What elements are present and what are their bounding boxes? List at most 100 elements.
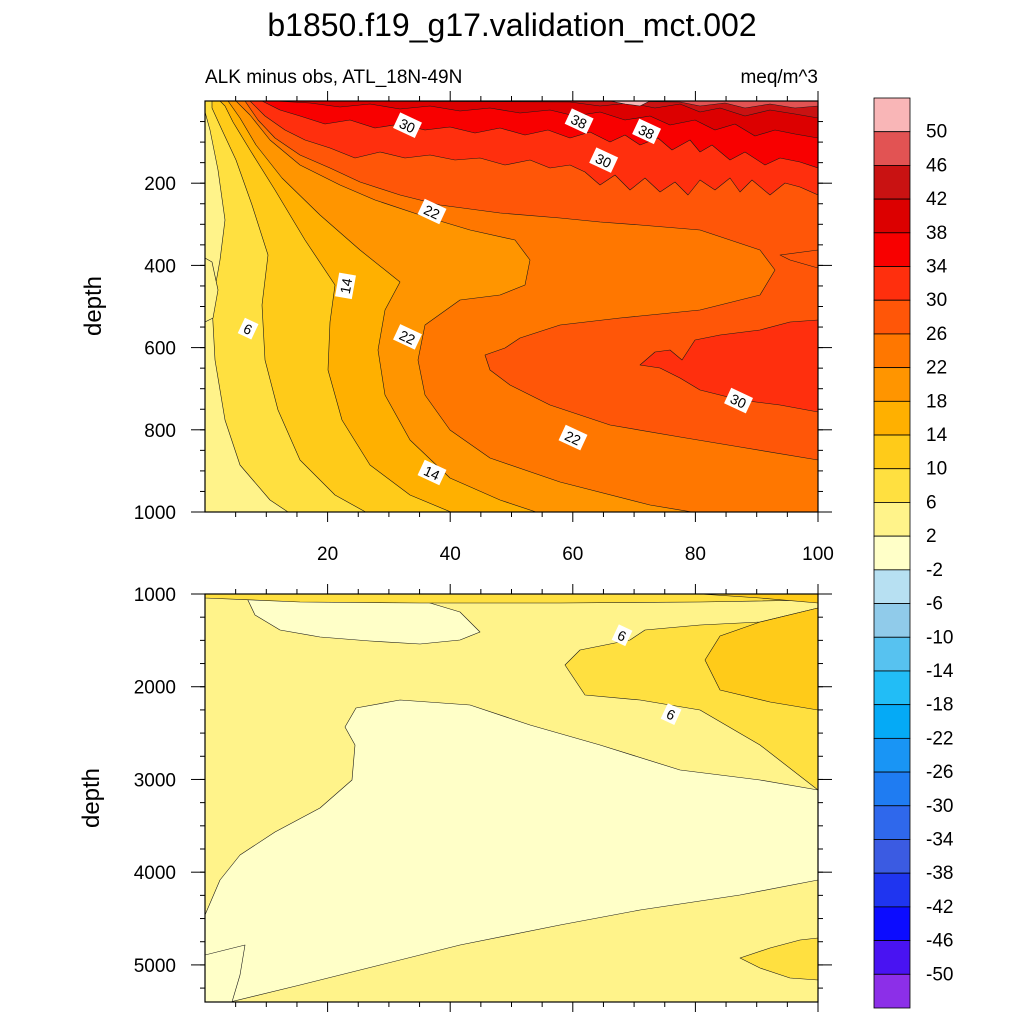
fill-band-neg2-left <box>205 944 246 1002</box>
lower-tick-labels: 1000 2000 3000 4000 5000 <box>134 585 176 977</box>
colorbar-box <box>873 737 911 773</box>
upper-contour-fills <box>205 101 818 512</box>
upper-tick-labels: 20 40 60 80 100 200 400 600 800 1000 <box>134 174 834 565</box>
colorbar-label: 38 <box>926 223 947 244</box>
colorbar-box <box>873 940 911 975</box>
y-tick-label: 1000 <box>134 585 176 606</box>
subtitle-left: ALK minus obs, ATL_18N-49N <box>205 67 462 88</box>
colorbar-box <box>873 434 911 470</box>
colorbar-label: -22 <box>926 728 953 749</box>
contour-label-box <box>724 387 753 414</box>
y-tick-label: 4000 <box>134 863 176 884</box>
contour-label-box <box>632 118 662 145</box>
colorbar-label: 50 <box>926 122 947 143</box>
colorbar-box <box>873 333 911 369</box>
lower-contour-fills <box>205 594 818 1002</box>
colorbar-label: 30 <box>926 290 947 311</box>
colorbar-box <box>873 805 911 840</box>
contour-label: 38 <box>632 118 662 145</box>
y-tick-label: 200 <box>144 174 176 195</box>
colorbar-box <box>873 266 911 301</box>
contour-label: 30 <box>589 147 619 173</box>
colorbar-label: -50 <box>926 964 953 985</box>
contour-label: 6 <box>611 624 633 647</box>
colorbar-label: -18 <box>926 695 953 716</box>
y-tick-label: 5000 <box>134 956 176 977</box>
colorbar-box <box>873 906 911 941</box>
colorbar-box <box>873 468 911 503</box>
contour-label: 6 <box>660 703 682 725</box>
contour-label: 22 <box>417 198 447 225</box>
colorbar-label: 22 <box>926 358 947 379</box>
fill-band-6-strip <box>205 594 818 604</box>
y-tick-label: 2000 <box>134 678 176 699</box>
contour-label-box <box>335 272 356 300</box>
contour-label: 6 <box>237 317 259 340</box>
contour-label-box <box>417 198 447 225</box>
lower-contour-panel: 1000 2000 3000 4000 5000 6 6 depth <box>78 584 832 1012</box>
fill-band-6-bottom <box>739 937 818 981</box>
contour-label-text: 30 <box>397 115 418 136</box>
lower-ylabel: depth <box>78 768 105 828</box>
colorbar-label: -38 <box>926 863 953 884</box>
colorbar-label: -34 <box>926 829 954 850</box>
contour-label-box <box>589 147 619 173</box>
colorbar-box <box>873 165 911 200</box>
colorbar-label: 10 <box>926 459 947 480</box>
colorbar-box <box>873 535 911 571</box>
contour-label-box <box>393 324 422 350</box>
contour-label-text: 14 <box>337 277 355 295</box>
contour-label-text: 22 <box>397 327 418 348</box>
contour-label-text: 14 <box>421 462 442 483</box>
colorbar: 50 46 42 38 34 30 26 22 18 14 10 6 2 -2 -6 -10 -14 -18 -22… <box>873 97 954 1009</box>
contour-label-box <box>237 317 259 340</box>
contour-label: 14 <box>335 272 356 300</box>
contour-label-text: 38 <box>636 121 657 142</box>
contour-label-box <box>417 459 447 486</box>
y-tick-label: 3000 <box>134 770 176 791</box>
colorbar-label: -6 <box>926 594 943 615</box>
subtitle-right: meq/m^3 <box>740 67 818 88</box>
y-tick-label: 1000 <box>134 503 176 524</box>
fill-band-38 <box>274 101 818 139</box>
colorbar-labels: 50 46 42 38 34 30 26 22 18 14 10 6 2 -2 -6 -10 -14 -18 -22… <box>926 122 954 986</box>
fill-band-10-lower <box>704 594 818 711</box>
x-tick-label: 80 <box>685 544 706 565</box>
contour-label-text: 38 <box>568 111 589 132</box>
colorbar-box <box>873 839 911 874</box>
y-tick-label: 600 <box>144 339 176 360</box>
colorbar-label: 26 <box>926 324 947 345</box>
fill-band-50 <box>609 101 651 107</box>
x-tick-label: 20 <box>317 544 338 565</box>
colorbar-label: -2 <box>926 560 943 581</box>
contour-label: 14 <box>417 459 447 486</box>
fill-band-neg2-main <box>205 699 818 1002</box>
contour-label: 38 <box>564 108 594 134</box>
colorbar-box <box>873 771 911 807</box>
fill-band-42 <box>319 101 818 119</box>
colorbar-label: 2 <box>926 526 937 547</box>
colorbar-box <box>873 367 911 402</box>
colorbar-label: 42 <box>926 189 947 210</box>
colorbar-box <box>873 97 911 133</box>
contour-label-text: 22 <box>421 201 442 222</box>
contour-label: 30 <box>724 387 753 414</box>
colorbar-label: -26 <box>926 762 953 783</box>
contour-label-text: 30 <box>593 150 614 171</box>
colorbar-box <box>873 670 911 706</box>
colorbar-box <box>873 872 911 908</box>
contour-label: 22 <box>558 424 588 451</box>
x-tick-label: 100 <box>802 544 834 565</box>
colorbar-box <box>873 502 911 537</box>
contour-label-box <box>611 624 633 647</box>
fill-band-neg2-top <box>244 594 481 645</box>
colorbar-box <box>873 603 911 638</box>
upper-axis-ticks <box>191 91 832 522</box>
contour-label-box <box>558 424 588 451</box>
contour-label-text: 22 <box>562 427 583 448</box>
colorbar-box <box>873 131 911 166</box>
contour-label-text: 30 <box>728 390 749 411</box>
x-tick-label: 40 <box>440 544 461 565</box>
